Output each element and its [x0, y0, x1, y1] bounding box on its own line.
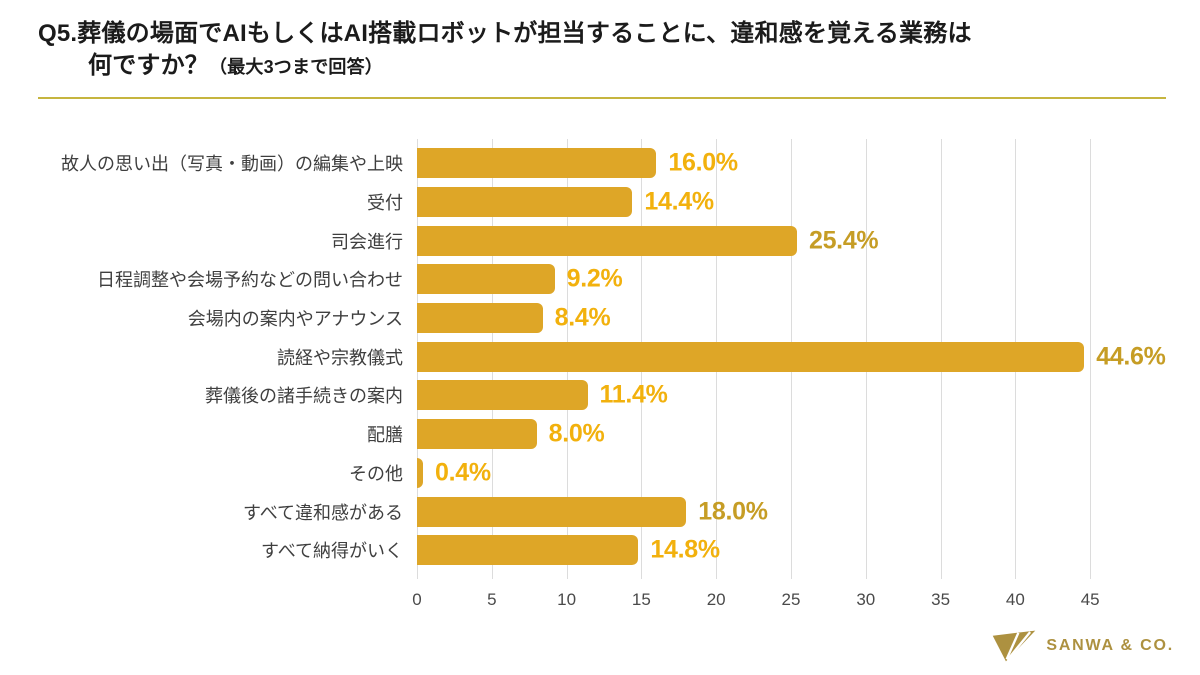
title-divider-line: [38, 97, 1166, 99]
category-label: 故人の思い出（写真・動画）の編集や上映: [61, 154, 403, 175]
table-row: すべて納得がいく 14.8%: [0, 531, 1200, 570]
value-label: 14.8%: [650, 535, 720, 564]
value-label: 44.6%: [1096, 342, 1166, 371]
category-label: その他: [349, 463, 403, 484]
question-title-block: Q5.葬儀の場面でAIもしくはAI搭載ロボットが担当することに、違和感を覚える業…: [38, 18, 1178, 83]
x-tick-label: 30: [856, 590, 876, 609]
x-tick-label: 10: [557, 590, 577, 609]
table-row: すべて違和感がある 18.0%: [0, 492, 1200, 531]
table-row: 葬儀後の諸手続きの案内 11.4%: [0, 376, 1200, 415]
table-row: 配膳 8.0%: [0, 415, 1200, 454]
x-tick-label: 5: [487, 590, 497, 609]
value-label: 8.0%: [548, 419, 605, 448]
bar: [417, 457, 423, 488]
value-label: 16.0%: [668, 148, 738, 177]
bar-track: 18.0%: [417, 496, 1165, 527]
table-row: その他 0.4%: [0, 454, 1200, 493]
category-label: すべて納得がいく: [260, 541, 403, 562]
bar-track: 14.4%: [417, 187, 1165, 218]
x-axis: 0 5 10 15 20 25 30 35 40 45: [412, 590, 1165, 612]
bar: [417, 419, 537, 450]
table-row: 司会進行 25.4%: [0, 221, 1200, 260]
table-row: 読経や宗教儀式 44.6%: [0, 337, 1200, 376]
bar: [417, 225, 797, 256]
question-title-note: （最大3つまで回答）: [209, 57, 384, 78]
bar-track: 14.8%: [417, 535, 1165, 566]
table-row: 受付 14.4%: [0, 183, 1200, 222]
value-label: 0.4%: [434, 458, 491, 487]
x-tick-label: 15: [631, 590, 651, 609]
x-tick-label: 25: [781, 590, 801, 609]
table-row: 故人の思い出（写真・動画）の編集や上映 16.0%: [0, 144, 1200, 183]
category-label: 司会進行: [331, 231, 403, 252]
value-label: 9.2%: [566, 264, 623, 293]
bar: [417, 187, 633, 218]
bar-track: 9.2%: [417, 264, 1165, 295]
category-label: 配膳: [367, 425, 403, 446]
sanwa-arrow-icon: [992, 629, 1036, 663]
bar: [417, 496, 687, 527]
x-tick-label: 20: [706, 590, 726, 609]
brand-name: SANWA & CO.: [1046, 637, 1174, 654]
question-title-line2: 何ですか？（最大3つまで回答）: [38, 50, 1178, 82]
value-label: 14.4%: [644, 187, 714, 216]
category-label: 葬儀後の諸手続きの案内: [205, 386, 403, 407]
bar: [417, 535, 639, 566]
bar-track: 25.4%: [417, 225, 1165, 256]
bar: [417, 148, 657, 179]
table-row: 日程調整や会場予約などの問い合わせ 9.2%: [0, 260, 1200, 299]
category-label: 受付: [367, 193, 403, 214]
x-tick-label: 35: [931, 590, 951, 609]
chart-rows: 故人の思い出（写真・動画）の編集や上映 16.0% 受付 14.4% 司会進行 25.4%…: [0, 144, 1200, 570]
category-label: 読経や宗教儀式: [277, 347, 403, 368]
bar-track: 44.6%: [417, 341, 1166, 372]
brand-logo: SANWA & CO.: [992, 629, 1174, 663]
value-label: 25.4%: [808, 226, 879, 255]
bar-chart: 故人の思い出（写真・動画）の編集や上映 16.0% 受付 14.4% 司会進行 25.4%…: [0, 139, 1200, 644]
bar-track: 8.0%: [417, 419, 1165, 450]
x-tick-label: 0: [412, 590, 422, 609]
question-title-line1: Q5.葬儀の場面でAIもしくはAI搭載ロボットが担当することに、違和感を覚える業…: [38, 20, 972, 47]
value-label: 11.4%: [599, 380, 668, 409]
category-label: 会場内の案内やアナウンス: [187, 309, 403, 330]
category-label: 日程調整や会場予約などの問い合わせ: [97, 270, 403, 291]
question-title-line2-main: 何ですか？: [88, 52, 209, 80]
x-tick-label: 45: [1080, 590, 1100, 609]
bar-track: 11.4%: [417, 380, 1165, 411]
x-tick-label: 40: [1005, 590, 1025, 609]
category-label: すべて違和感がある: [242, 502, 403, 523]
bar-track: 16.0%: [417, 148, 1165, 179]
value-label: 18.0%: [698, 497, 768, 526]
bar: [417, 341, 1085, 372]
table-row: 会場内の案内やアナウンス 8.4%: [0, 299, 1200, 338]
value-label: 8.4%: [554, 303, 611, 332]
bar: [417, 380, 588, 411]
bar-track: 0.4%: [417, 457, 1165, 488]
bar: [417, 303, 543, 334]
bar: [417, 264, 555, 295]
bar-track: 8.4%: [417, 303, 1165, 334]
